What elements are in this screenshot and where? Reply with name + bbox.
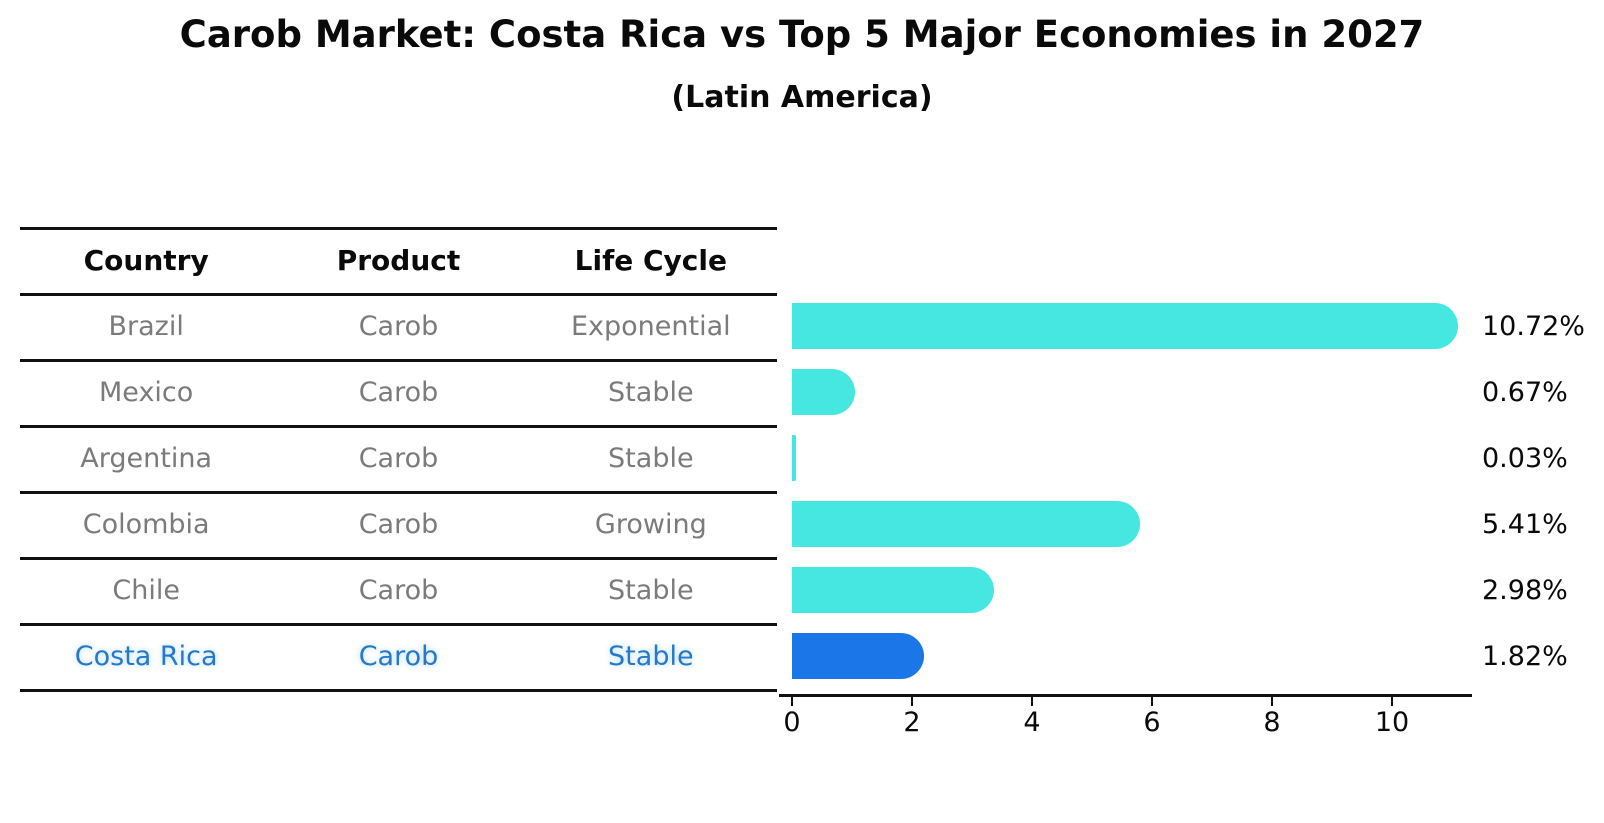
x-axis-tick-mark [911,697,913,706]
table-divider-line [20,227,777,230]
bar-mexico [792,369,856,415]
table-cell-lifecycle: Exponential [570,310,731,342]
table-divider-line [20,425,777,428]
table-cell-product: Carob [358,640,439,672]
table-cell-country: Chile [112,574,180,606]
table-divider-line [20,293,777,296]
table-cell-product: Carob [358,508,439,540]
x-axis-tick-label: 10 [1374,707,1410,738]
x-axis-tick-label: 2 [903,707,921,738]
table-cell-product: Carob [358,376,439,408]
table-cell-lifecycle: Stable [608,574,694,606]
bar-value-label: 10.72% [1482,310,1585,342]
table-cell-country: Brazil [108,310,184,342]
table-row: Mexico Carob Stable [20,359,777,425]
table-row: Colombia Carob Growing [20,491,777,557]
bar-value-label: 0.67% [1482,376,1568,408]
table-row: Chile Carob Stable [20,557,777,623]
x-axis-tick-mark [1031,697,1033,706]
x-axis-tick-label: 6 [1143,707,1161,738]
bar-value-label: 1.82% [1482,640,1568,672]
table-row: Argentina Carob Stable [20,425,777,491]
table-cell-lifecycle: Stable [608,376,694,408]
table-header-row: Country Product Life Cycle [20,227,777,293]
table-header-country: Country [83,243,209,277]
table-header-lifecycle: Life Cycle [574,243,727,277]
x-axis-tick-label: 8 [1263,707,1281,738]
table-divider-line [20,689,777,692]
table-cell-product: Carob [358,310,439,342]
x-axis-tick-mark [1151,697,1153,706]
x-axis-tick-mark [1391,697,1393,706]
bar-costa-rica-highlighted [792,633,925,679]
table-cell-lifecycle: Stable [608,442,694,474]
x-axis-tick-label: 0 [783,707,801,738]
chart-title: Carob Market: Costa Rica vs Top 5 Major … [179,13,1425,56]
table-cell-country: Costa Rica [74,640,218,672]
bar-argentina [792,435,796,481]
bar-colombia [792,501,1140,547]
table-cell-lifecycle: Growing [594,508,707,540]
table-divider-line [20,359,777,362]
x-axis-tick-mark [791,697,793,706]
bar-brazil [792,303,1459,349]
chart-subtitle: (Latin America) [671,80,933,115]
table-cell-country: Mexico [99,376,194,408]
x-axis-tick-mark [1271,697,1273,706]
table-row: Brazil Carob Exponential [20,293,777,359]
x-axis-tick-label: 4 [1023,707,1041,738]
table-divider-line [20,557,777,560]
table-header-product: Product [336,243,461,277]
table-cell-country: Argentina [80,442,213,474]
table-row: Costa Rica Carob Stable [20,623,777,689]
bar-value-label: 5.41% [1482,508,1568,540]
bar-value-label: 0.03% [1482,442,1568,474]
table-cell-country: Colombia [82,508,210,540]
table-cell-lifecycle: Stable [608,640,694,672]
bar-value-label: 2.98% [1482,574,1568,606]
x-axis-line [779,694,1472,697]
table-divider-line [20,623,777,626]
table-cell-product: Carob [358,442,439,474]
bar-chile [792,567,994,613]
table-divider-line [20,491,777,494]
table-cell-product: Carob [358,574,439,606]
